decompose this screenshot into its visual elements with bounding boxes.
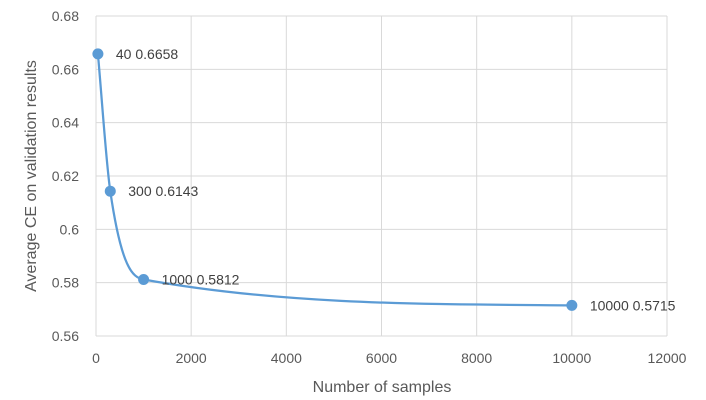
data-point	[104, 185, 116, 197]
gridlines	[95, 15, 668, 337]
series-group: 40 0.6658 300 0.6143 1000 0.5812 10000 0.57…	[92, 46, 676, 313]
y-tick-label: 0.66	[52, 61, 79, 77]
x-tick-label: 4000	[271, 350, 302, 366]
x-tick-label: 6000	[366, 350, 397, 366]
x-tick-label: 2000	[176, 350, 207, 366]
y-tick-label: 0.56	[52, 328, 79, 344]
series-line	[96, 53, 572, 307]
y-tick-label: 0.64	[52, 115, 79, 131]
data-point	[566, 299, 578, 311]
y-axis-ticks: 0.56 0.58 0.6 0.62 0.64 0.66 0.68	[52, 8, 79, 344]
x-tick-label: 0	[92, 350, 100, 366]
y-tick-label: 0.58	[52, 275, 79, 291]
data-label: 300 0.6143	[128, 183, 198, 199]
x-tick-label: 12000	[648, 350, 687, 366]
data-label: 1000 0.5812	[162, 271, 240, 287]
x-axis-ticks: 0 2000 4000 6000 8000 10000 12000	[92, 350, 687, 366]
x-axis-title: Number of samples	[313, 379, 452, 396]
data-point	[92, 48, 104, 60]
y-tick-label: 0.6	[60, 221, 80, 237]
y-axis-title: Average CE on validation results	[23, 60, 40, 292]
data-label: 10000 0.5715	[590, 297, 676, 313]
data-label: 40 0.6658	[116, 46, 178, 62]
x-tick-label: 10000	[552, 350, 591, 366]
data-point	[138, 273, 150, 285]
y-tick-label: 0.68	[52, 8, 79, 24]
x-tick-label: 8000	[461, 350, 492, 366]
y-tick-label: 0.62	[52, 168, 79, 184]
